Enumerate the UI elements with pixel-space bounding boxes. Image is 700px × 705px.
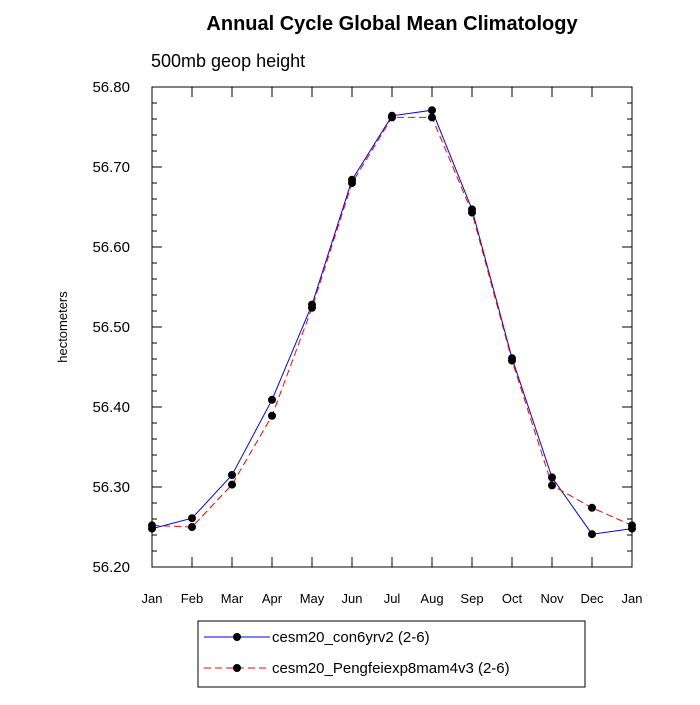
chart-title: Annual Cycle Global Mean Climatology bbox=[206, 13, 578, 35]
series-2-point bbox=[308, 303, 316, 312]
series-2-point bbox=[548, 481, 556, 490]
series-2-point bbox=[588, 503, 596, 512]
legend: cesm20_con6yrv2 (2-6) cesm20_Pengfeiexp8m… bbox=[197, 620, 586, 688]
series-2-point bbox=[388, 113, 396, 122]
x-tick-label: Mar bbox=[221, 591, 244, 606]
x-tick-label: Sep bbox=[460, 591, 483, 606]
series-1-point bbox=[228, 471, 236, 479]
x-tick-label: May bbox=[300, 591, 325, 606]
series-2-point bbox=[148, 521, 156, 530]
x-tick-label: Feb bbox=[181, 591, 203, 606]
plot-frame bbox=[151, 86, 633, 568]
axis-ticks: 56.20 56.30 56.40 56.50 56.60 56.70 56.80 Jan Fe… bbox=[92, 79, 642, 606]
y-tick-label: 56.70 bbox=[92, 159, 130, 176]
series-1-point bbox=[548, 473, 556, 482]
x-tick-label: Jan bbox=[142, 591, 163, 606]
series-line-1 bbox=[151, 109, 633, 535]
series-2-point bbox=[628, 521, 636, 530]
series-2-point bbox=[268, 411, 276, 420]
series-1-point bbox=[268, 395, 276, 404]
y-tick-label: 56.60 bbox=[92, 239, 130, 256]
x-tick-label: Oct bbox=[502, 591, 523, 606]
chart-subtitle: 500mb geop height bbox=[151, 51, 305, 71]
legend-label-1: cesm20_con6yrv2 (2-6) bbox=[272, 629, 430, 646]
series-layer bbox=[148, 106, 636, 539]
legend-marker-1 bbox=[233, 633, 241, 641]
legend-box bbox=[197, 620, 586, 688]
y-axis-label: hectometers bbox=[55, 291, 70, 363]
series-1-point bbox=[588, 530, 596, 539]
y-tick-label: 56.20 bbox=[92, 559, 130, 576]
series-line-2 bbox=[151, 116, 633, 528]
x-tick-label: Apr bbox=[262, 591, 283, 606]
series-2-point bbox=[348, 179, 356, 187]
x-tick-label: Nov bbox=[540, 591, 564, 606]
x-tick-label: Dec bbox=[580, 591, 604, 606]
x-tick-label: Jul bbox=[384, 591, 401, 606]
legend-marker-2 bbox=[233, 664, 241, 672]
y-tick-label: 56.50 bbox=[92, 319, 130, 336]
y-tick-label: 56.80 bbox=[92, 79, 130, 96]
x-tick-label: Jun bbox=[342, 591, 363, 606]
x-tick-label: Jan bbox=[622, 591, 643, 606]
series-2-point bbox=[508, 356, 516, 365]
series-2-point bbox=[468, 208, 476, 217]
y-tick-label: 56.40 bbox=[92, 399, 130, 416]
series-2-point bbox=[428, 113, 436, 122]
series-2-point bbox=[188, 523, 196, 531]
y-tick-label: 56.30 bbox=[92, 479, 130, 496]
legend-label-2: cesm20_Pengfeiexp8mam4v3 (2-6) bbox=[272, 660, 510, 677]
series-1-point bbox=[188, 514, 196, 523]
x-tick-label: Aug bbox=[420, 591, 443, 606]
series-1-point bbox=[428, 106, 436, 115]
series-2-point bbox=[228, 480, 236, 489]
